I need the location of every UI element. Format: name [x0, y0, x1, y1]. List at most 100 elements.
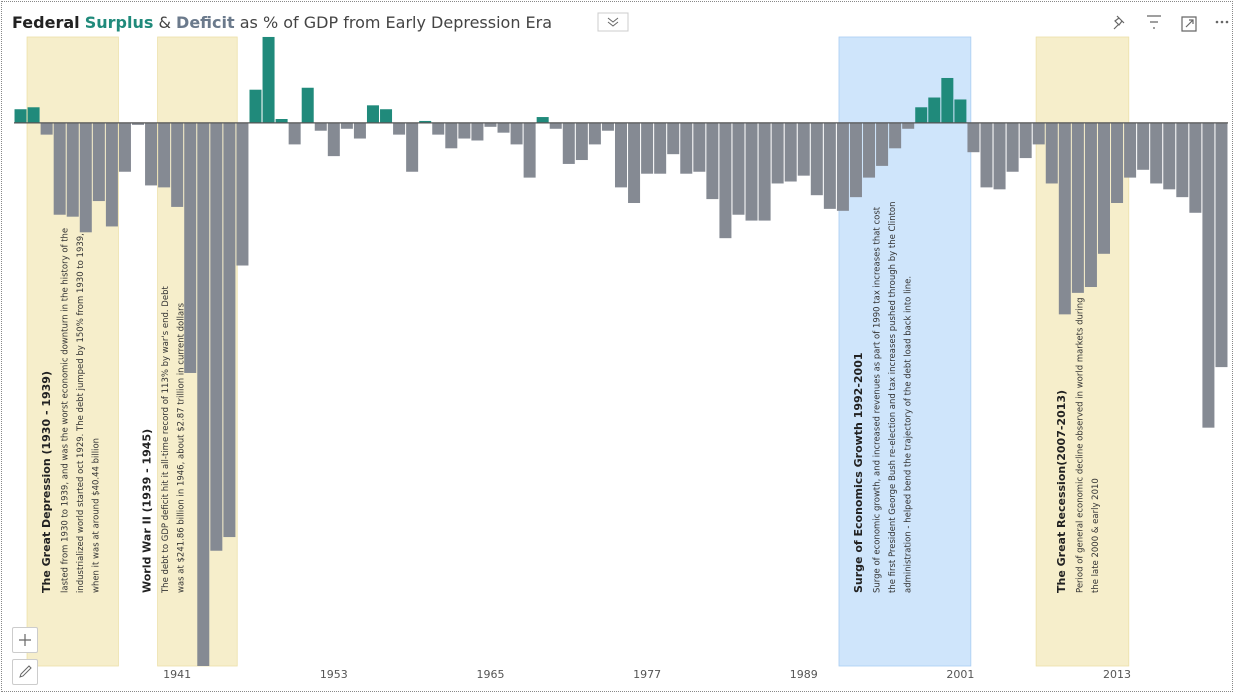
bar: [784, 122, 797, 182]
more-icon[interactable]: [1215, 20, 1229, 24]
bar: [758, 122, 771, 221]
annotation-title: The Great Recession(2007-2013): [1055, 390, 1068, 593]
bar: [1137, 122, 1150, 170]
bar: [889, 122, 902, 149]
filter-icon[interactable]: [1147, 15, 1161, 29]
bar: [210, 122, 223, 551]
bar: [575, 122, 588, 161]
bar: [810, 122, 823, 196]
annotation-line: the late 2000 & early 2010: [1091, 478, 1101, 593]
bar: [797, 122, 810, 176]
bar: [105, 122, 118, 227]
x-tick-label: 1941: [163, 668, 191, 681]
bar: [484, 122, 497, 127]
bar: [1163, 122, 1176, 190]
bar: [471, 122, 484, 141]
bar: [327, 122, 340, 157]
bar: [902, 122, 915, 129]
bar: [823, 122, 836, 209]
bar: [171, 122, 184, 207]
bar: [562, 122, 575, 164]
plus-icon: [19, 634, 31, 646]
chart-title: Federal Surplus & Deficit as % of GDP fr…: [12, 13, 552, 32]
bar: [132, 122, 145, 125]
bar: [380, 109, 393, 123]
bar: [314, 122, 327, 131]
expand-icon[interactable]: [1181, 16, 1197, 32]
bar: [406, 122, 419, 172]
bar: [79, 122, 92, 233]
bar: [1084, 122, 1097, 288]
bar: [641, 122, 654, 174]
annotation-line: Period of general economic decline obser…: [1076, 297, 1086, 593]
bar: [549, 122, 562, 129]
bar: [614, 122, 628, 188]
x-tick-label: 1953: [320, 668, 348, 681]
bar: [745, 122, 758, 221]
bars: [14, 36, 1228, 666]
title-part: Surplus: [85, 13, 154, 32]
bar: [1006, 122, 1019, 172]
bar: [915, 107, 928, 123]
x-tick-label: 1989: [790, 668, 818, 681]
x-tick-label: 2013: [1103, 668, 1131, 681]
bar: [458, 122, 471, 139]
title-part: as % of GDP from Early Depression Era: [240, 13, 552, 32]
bar: [184, 122, 197, 373]
bar: [1071, 122, 1084, 293]
bar: [1124, 122, 1137, 178]
bar: [719, 122, 732, 239]
annotation-line: the first President George Bush re-elect…: [888, 201, 898, 593]
annotation-line: was at $241.86 billion in 1946, about $2…: [177, 302, 187, 593]
bar: [288, 122, 301, 145]
bar: [92, 122, 105, 202]
edit-button[interactable]: [12, 659, 38, 685]
bar: [654, 122, 667, 174]
bar: [1202, 122, 1215, 428]
bar: [340, 122, 353, 129]
bar: [941, 77, 954, 123]
annotation-texts: The Great Depression (1930 - 1939) lasted…: [40, 201, 1101, 594]
bar: [849, 122, 862, 198]
bar: [66, 122, 79, 217]
x-tick-label: 2001: [946, 668, 974, 681]
pencil-icon: [19, 665, 32, 678]
bar: [118, 122, 131, 172]
bar: [1150, 122, 1163, 184]
pin-icon[interactable]: [1113, 15, 1125, 30]
bar: [249, 89, 262, 123]
bar: [536, 117, 549, 123]
bar: [928, 97, 941, 123]
title-part: &: [158, 13, 170, 32]
title-part: Deficit: [176, 13, 235, 32]
bar: [445, 122, 458, 149]
drill-button[interactable]: [597, 12, 629, 32]
bar: [1189, 122, 1202, 213]
annotation-title: World War II (1939 - 1945): [141, 429, 154, 593]
bar: [236, 122, 249, 266]
bar: [1215, 122, 1228, 368]
title-part: Federal: [12, 13, 80, 32]
bar: [27, 107, 40, 123]
zoom-in-button[interactable]: [12, 627, 38, 653]
annotation-title: The Great Depression (1930 - 1939): [40, 371, 53, 593]
bar: [693, 122, 706, 172]
bar: [680, 122, 693, 174]
bar: [432, 122, 445, 135]
bar: [706, 122, 719, 200]
bar: [993, 122, 1006, 190]
annotation-title: Surge of Economics Growth 1992-2001: [852, 352, 865, 593]
bar: [393, 122, 406, 135]
annotation-line: administration - helped bend the traject…: [903, 276, 913, 593]
bar: [53, 122, 66, 215]
bar: [601, 122, 614, 131]
bar: [497, 122, 510, 133]
bar: [158, 122, 171, 188]
bar: [275, 119, 288, 123]
bar: [836, 122, 849, 211]
bar: [588, 122, 601, 145]
bar: [510, 122, 523, 145]
bar: [954, 99, 967, 123]
bar: [301, 87, 314, 123]
